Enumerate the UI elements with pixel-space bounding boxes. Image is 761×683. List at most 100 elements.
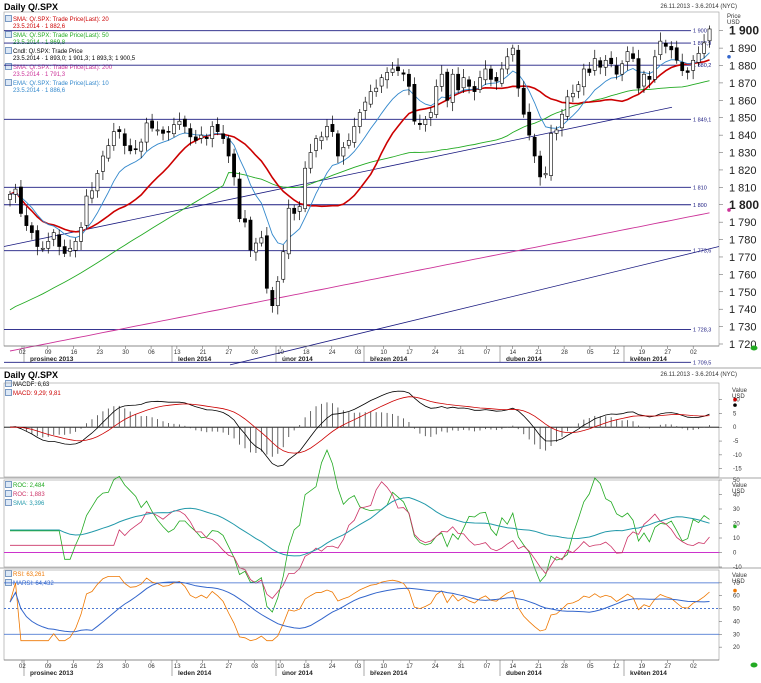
y-tick-label: 1 770 xyxy=(729,252,757,264)
candle-body xyxy=(128,145,133,152)
candle-body xyxy=(445,71,450,101)
candle-body xyxy=(571,93,575,98)
series-icon xyxy=(5,63,12,70)
macd-legend-entry: MACD: 9,29; 9,81 xyxy=(5,389,61,398)
legend-text: SMA: Q/.SPX: Trade Price(Last): 20 xyxy=(13,17,109,23)
series-icon xyxy=(5,570,12,577)
legend-text: 23.5.2014 · 1 791,3 xyxy=(13,72,66,78)
candle-body xyxy=(264,235,269,289)
x-tick-label: 31 xyxy=(458,664,465,670)
series-icon xyxy=(5,490,12,497)
x-tick-label: 21 xyxy=(200,350,207,356)
trendline-lower xyxy=(229,246,720,366)
level-label-bg xyxy=(691,200,718,209)
x-tick-label: 18 xyxy=(303,664,310,670)
month-label: únor 2014 xyxy=(282,670,313,677)
candle-body xyxy=(647,76,652,80)
y-tick-label: 50 xyxy=(733,478,740,484)
candle-body xyxy=(95,173,100,192)
candle-body xyxy=(155,129,160,132)
series-icon xyxy=(5,15,12,22)
candle-body xyxy=(221,133,226,139)
candle-body xyxy=(603,59,608,68)
legend-text: RSI: 63,261 xyxy=(13,572,45,578)
sma200-line xyxy=(9,212,710,352)
candle-body xyxy=(587,68,592,73)
month-label: leden 2014 xyxy=(178,670,212,677)
candle-body xyxy=(8,194,12,200)
candle-body xyxy=(122,133,127,146)
candle-body xyxy=(368,91,373,105)
level-label: 1 849,1 xyxy=(693,117,711,123)
y-tick-label: 1 900 xyxy=(729,24,759,38)
candle-body xyxy=(232,153,236,178)
legend-text: 23.5.2014 · 1 882,6 xyxy=(13,24,66,30)
x-tick-label: 10 xyxy=(277,664,284,670)
candle-body xyxy=(363,101,368,111)
series-icon xyxy=(5,79,12,86)
roc-sma-line xyxy=(10,496,710,557)
month-label: duben 2014 xyxy=(506,670,542,677)
candle-body xyxy=(79,227,83,242)
x-tick-label: 30 xyxy=(122,664,129,670)
level-label: 1 880,2 xyxy=(693,63,711,69)
candle-body xyxy=(674,47,679,61)
x-tick-label: 14 xyxy=(509,664,516,670)
x-tick-label: 31 xyxy=(458,350,465,356)
x-tick-label: 13 xyxy=(174,664,181,670)
x-tick-label: 27 xyxy=(226,664,233,670)
x-tick-label: 02 xyxy=(690,664,697,670)
roc-legend: ROC: 2,484 ROC: 1,883 SMA: 3,396 xyxy=(5,481,45,508)
legend-text: 23.5.2014 · 1 893,0; 1 901,3; 1 893,3; 1… xyxy=(13,56,136,62)
level-label-bg xyxy=(691,61,718,70)
y-tick-label: 1 730 xyxy=(729,322,757,334)
candle-body xyxy=(614,65,619,75)
candle-body xyxy=(680,62,685,72)
y-tick-label: -5 xyxy=(733,439,739,445)
legend-text: MACDF: 6,63 xyxy=(13,382,50,388)
candle-body xyxy=(286,207,291,255)
x-tick-label: 02 xyxy=(19,664,26,670)
level-label-bg xyxy=(691,115,718,124)
y-tick-label: 1 860 xyxy=(729,95,757,107)
y-tick-label: 10 xyxy=(733,536,740,542)
rsi-legend-entry: RSI: 63,261 xyxy=(5,570,54,579)
month-label: březen 2014 xyxy=(370,670,408,677)
y-tick-label: 1 830 xyxy=(729,148,757,160)
candle-body xyxy=(111,131,116,146)
candle-body xyxy=(352,126,357,143)
candle-body xyxy=(702,42,706,54)
x-tick-label: 10 xyxy=(380,350,387,356)
x-tick-label: 02 xyxy=(19,350,26,356)
y-tick-label: 40 xyxy=(733,619,740,625)
legend-text: SMA: Q/.SPX: Trade Price(Last): 200 xyxy=(13,65,113,71)
month-label: květen 2014 xyxy=(630,356,667,363)
legend-text: EMA: Q/.SPX: Trade Price(Last): 10 xyxy=(13,81,109,87)
candle-body xyxy=(275,281,280,307)
candle-body xyxy=(472,86,477,92)
candle-body xyxy=(636,58,641,89)
x-tick-label: 27 xyxy=(664,350,671,356)
x-tick-label: 10 xyxy=(277,350,284,356)
candle-body xyxy=(521,87,526,115)
x-tick-label: 24 xyxy=(432,664,439,670)
legend-text: MACD: 9,29; 9,81 xyxy=(13,391,61,397)
price-legend-entry: SMA: Q/.SPX: Trade Price(Last): 50 xyxy=(5,31,135,40)
candle-body xyxy=(691,59,696,71)
candle-body xyxy=(401,72,406,75)
legend-text: MARSI: 64,432 xyxy=(13,581,54,587)
month-label: leden 2014 xyxy=(178,356,212,363)
roc-legend-entry: ROC: 1,883 xyxy=(5,490,45,499)
y-tick-label: 1 800 xyxy=(729,198,759,212)
candle-body xyxy=(46,241,51,249)
candle-body xyxy=(428,112,433,118)
x-tick-label: 12 xyxy=(613,350,620,356)
macd-panel-range: 26.11.2013 - 3.6.2014 (NYC) xyxy=(660,372,737,378)
candle-body xyxy=(57,234,62,247)
x-tick-label: 21 xyxy=(535,664,542,670)
series-icon xyxy=(5,481,12,488)
candle-body xyxy=(467,79,471,87)
candle-body xyxy=(543,173,548,176)
level-label: 1 810 xyxy=(693,185,707,191)
y-tick-label: 5 xyxy=(733,411,737,417)
